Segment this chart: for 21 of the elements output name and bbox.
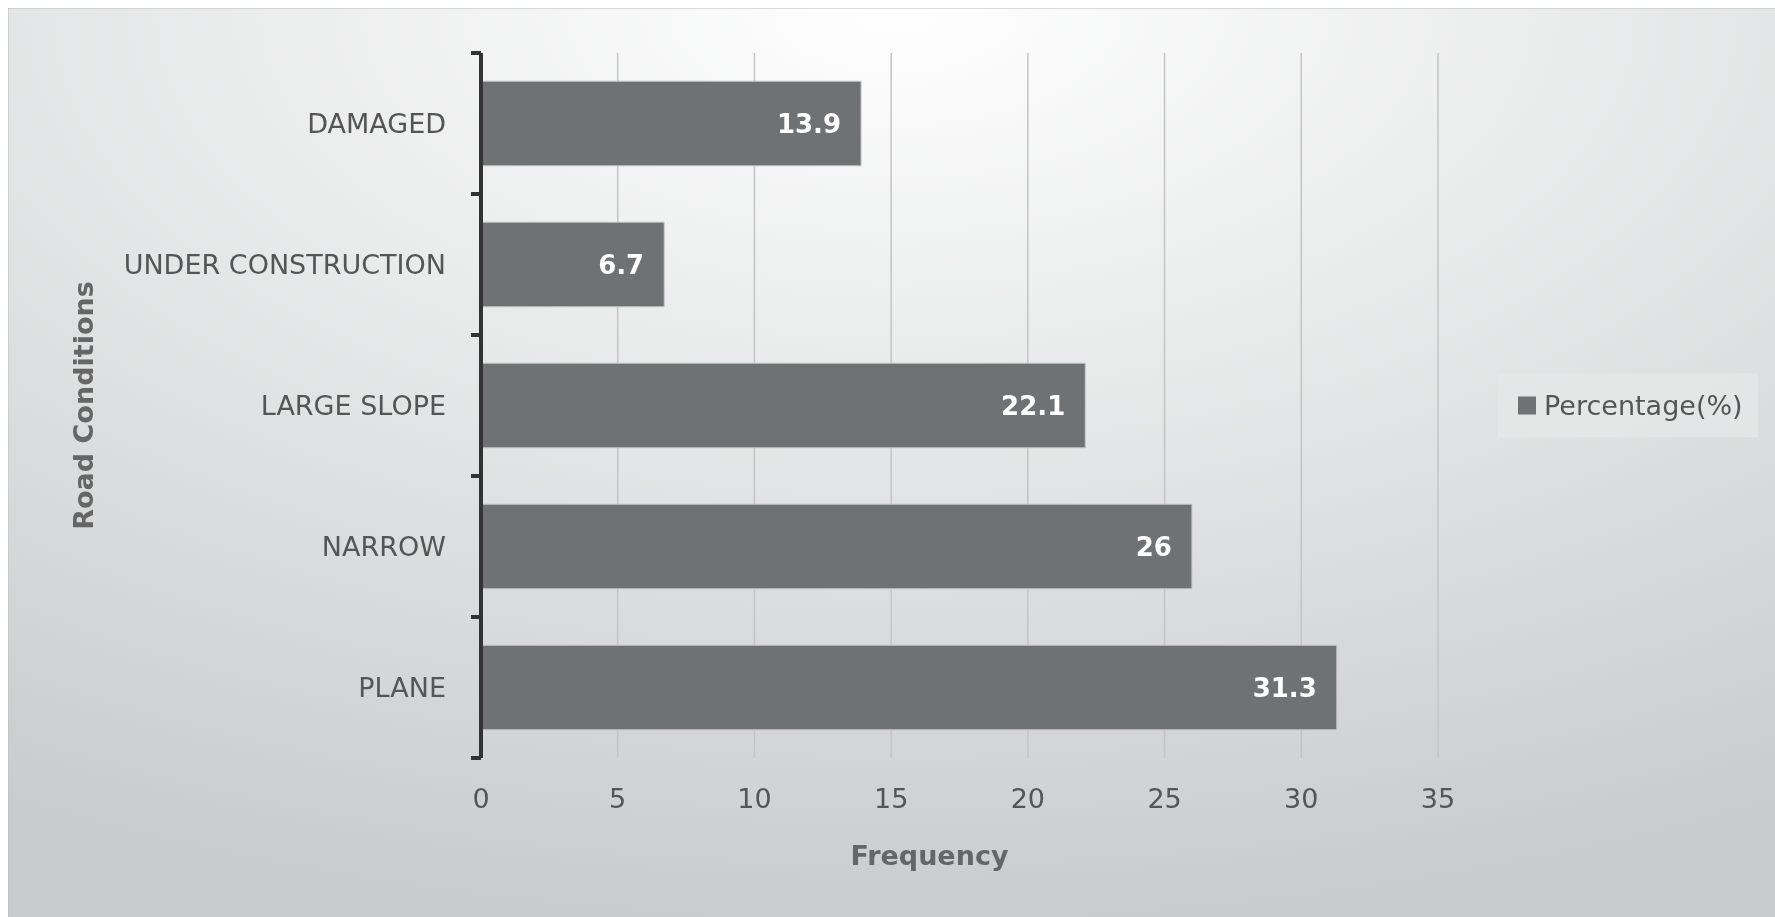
x-tick-label: 5 [609, 783, 627, 814]
y-tick-label: LARGE SLOPE [260, 389, 446, 421]
text: Percentage(%) [1544, 389, 1743, 421]
data-label: 6.7 [598, 249, 645, 280]
data-label: 13.9 [776, 108, 842, 139]
y-tick-label: NARROW [321, 530, 446, 562]
x-tick-label: 0 [472, 783, 490, 814]
x-tick-label: 35 [1420, 783, 1456, 814]
x-tick-label: 30 [1284, 783, 1319, 814]
y-tick-label: DAMAGED [307, 107, 446, 139]
y-tick-label: UNDER CONSTRUCTION [123, 248, 446, 280]
x-tick-label: 25 [1147, 783, 1182, 814]
x-axis-title: Frequency [850, 840, 1009, 871]
x-tick-label: 10 [737, 783, 772, 814]
data-label: 22.1 [1001, 390, 1066, 421]
x-tick-label: 20 [1010, 783, 1046, 814]
x-tick-label: 15 [873, 783, 909, 814]
data-label: 31.3 [1252, 672, 1317, 703]
data-label: 26 [1135, 531, 1172, 562]
y-axis-title: Road Conditions [68, 281, 99, 530]
y-tick-label: PLANE [358, 671, 446, 703]
